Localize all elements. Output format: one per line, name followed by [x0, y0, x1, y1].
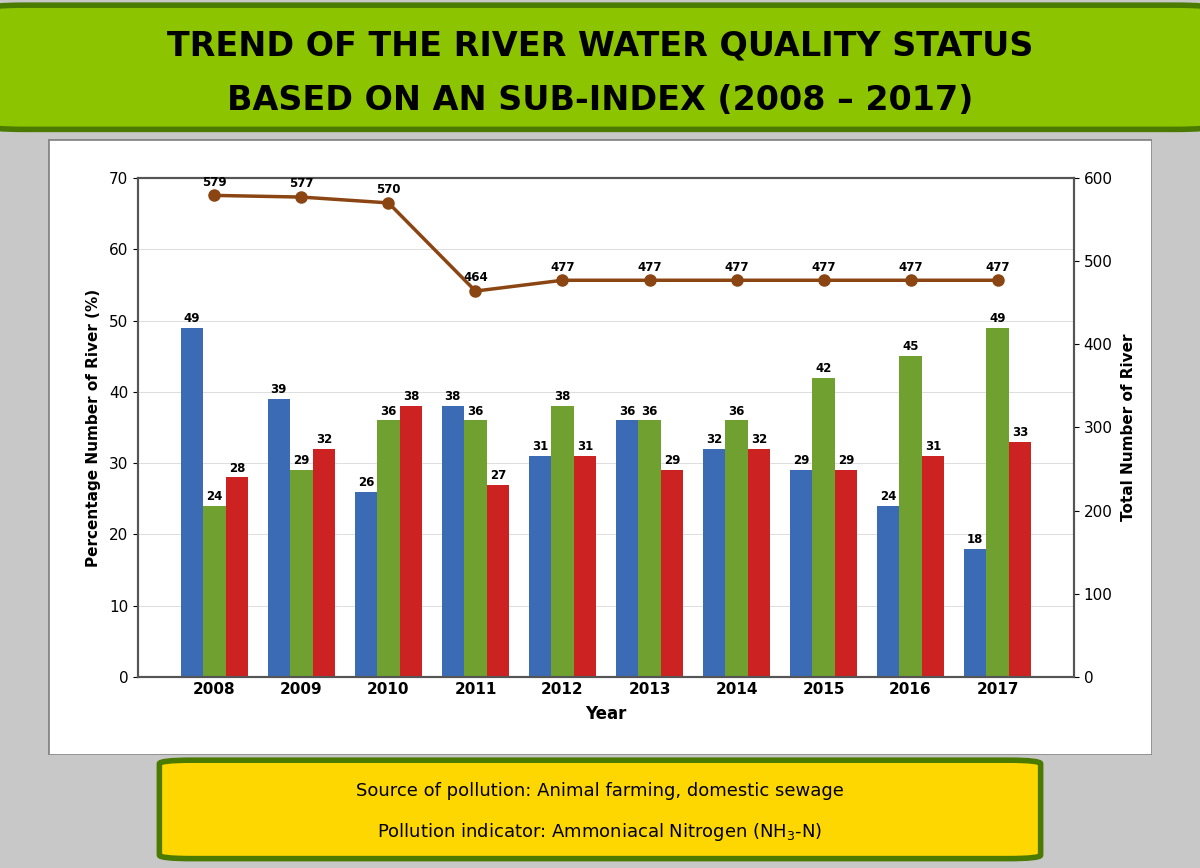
- Text: 29: 29: [664, 455, 680, 468]
- Bar: [203, 506, 226, 677]
- Text: 31: 31: [925, 440, 941, 453]
- Text: 577: 577: [289, 177, 313, 190]
- Text: 477: 477: [899, 260, 923, 273]
- FancyBboxPatch shape: [160, 760, 1040, 858]
- Text: 32: 32: [316, 433, 332, 446]
- Bar: [964, 549, 986, 677]
- Text: 36: 36: [380, 404, 397, 418]
- Bar: [528, 456, 551, 677]
- Text: 29: 29: [793, 455, 809, 468]
- Text: 36: 36: [728, 404, 745, 418]
- Bar: [268, 399, 290, 677]
- Bar: [400, 406, 422, 677]
- Text: 29: 29: [293, 455, 310, 468]
- Text: 477: 477: [637, 260, 661, 273]
- Text: 28: 28: [229, 462, 245, 475]
- Bar: [876, 506, 899, 677]
- X-axis label: Year: Year: [586, 705, 626, 723]
- Text: 464: 464: [463, 272, 488, 285]
- Y-axis label: Percentage Number of River (%): Percentage Number of River (%): [85, 288, 101, 567]
- Text: 24: 24: [880, 490, 896, 503]
- Bar: [790, 470, 812, 677]
- Text: 39: 39: [271, 383, 287, 396]
- Y-axis label: Total Number of River: Total Number of River: [1121, 333, 1136, 522]
- Bar: [226, 477, 248, 677]
- Text: Source of pollution: Animal farming, domestic sewage: Source of pollution: Animal farming, dom…: [356, 782, 844, 800]
- Text: Pollution indicator: Ammoniacal Nitrogen (NH$_3$-N): Pollution indicator: Ammoniacal Nitrogen…: [378, 821, 822, 843]
- Text: 33: 33: [1012, 426, 1028, 439]
- Bar: [1009, 442, 1032, 677]
- Text: 49: 49: [989, 312, 1006, 325]
- Bar: [377, 420, 400, 677]
- Bar: [638, 420, 661, 677]
- Text: 477: 477: [811, 260, 835, 273]
- Text: 42: 42: [815, 362, 832, 375]
- Text: 24: 24: [206, 490, 223, 503]
- Text: 38: 38: [445, 391, 461, 404]
- Bar: [702, 449, 725, 677]
- Bar: [835, 470, 858, 677]
- Text: 36: 36: [467, 404, 484, 418]
- Bar: [464, 420, 487, 677]
- Bar: [922, 456, 944, 677]
- Text: 27: 27: [490, 469, 506, 482]
- Bar: [180, 328, 203, 677]
- Text: 477: 477: [551, 260, 575, 273]
- Text: 29: 29: [838, 455, 854, 468]
- Text: 31: 31: [577, 440, 593, 453]
- Text: 26: 26: [358, 476, 374, 489]
- Bar: [487, 484, 510, 677]
- Text: 477: 477: [725, 260, 749, 273]
- Bar: [442, 406, 464, 677]
- Text: 38: 38: [554, 391, 571, 404]
- Text: 31: 31: [532, 440, 548, 453]
- Bar: [574, 456, 596, 677]
- Text: 32: 32: [706, 433, 722, 446]
- Bar: [899, 356, 922, 677]
- Text: 477: 477: [985, 260, 1009, 273]
- Text: 570: 570: [377, 183, 401, 196]
- Bar: [661, 470, 684, 677]
- Text: BASED ON AN SUB-INDEX (2008 – 2017): BASED ON AN SUB-INDEX (2008 – 2017): [227, 83, 973, 116]
- Text: 18: 18: [967, 533, 983, 546]
- Bar: [748, 449, 770, 677]
- Text: 32: 32: [751, 433, 767, 446]
- Text: 579: 579: [202, 175, 227, 188]
- Text: 36: 36: [619, 404, 635, 418]
- Text: 36: 36: [641, 404, 658, 418]
- Bar: [313, 449, 336, 677]
- Text: TREND OF THE RIVER WATER QUALITY STATUS: TREND OF THE RIVER WATER QUALITY STATUS: [167, 30, 1033, 62]
- FancyBboxPatch shape: [0, 5, 1200, 129]
- Bar: [986, 328, 1009, 677]
- Text: 45: 45: [902, 340, 919, 353]
- Bar: [354, 491, 377, 677]
- Bar: [551, 406, 574, 677]
- Legend: Clean, Slightly Polluted, Polluted, Total Number of River: Clean, Slightly Polluted, Polluted, Tota…: [264, 772, 872, 797]
- Bar: [725, 420, 748, 677]
- Bar: [616, 420, 638, 677]
- Text: 49: 49: [184, 312, 200, 325]
- Bar: [812, 378, 835, 677]
- Text: 38: 38: [403, 391, 419, 404]
- Bar: [290, 470, 313, 677]
